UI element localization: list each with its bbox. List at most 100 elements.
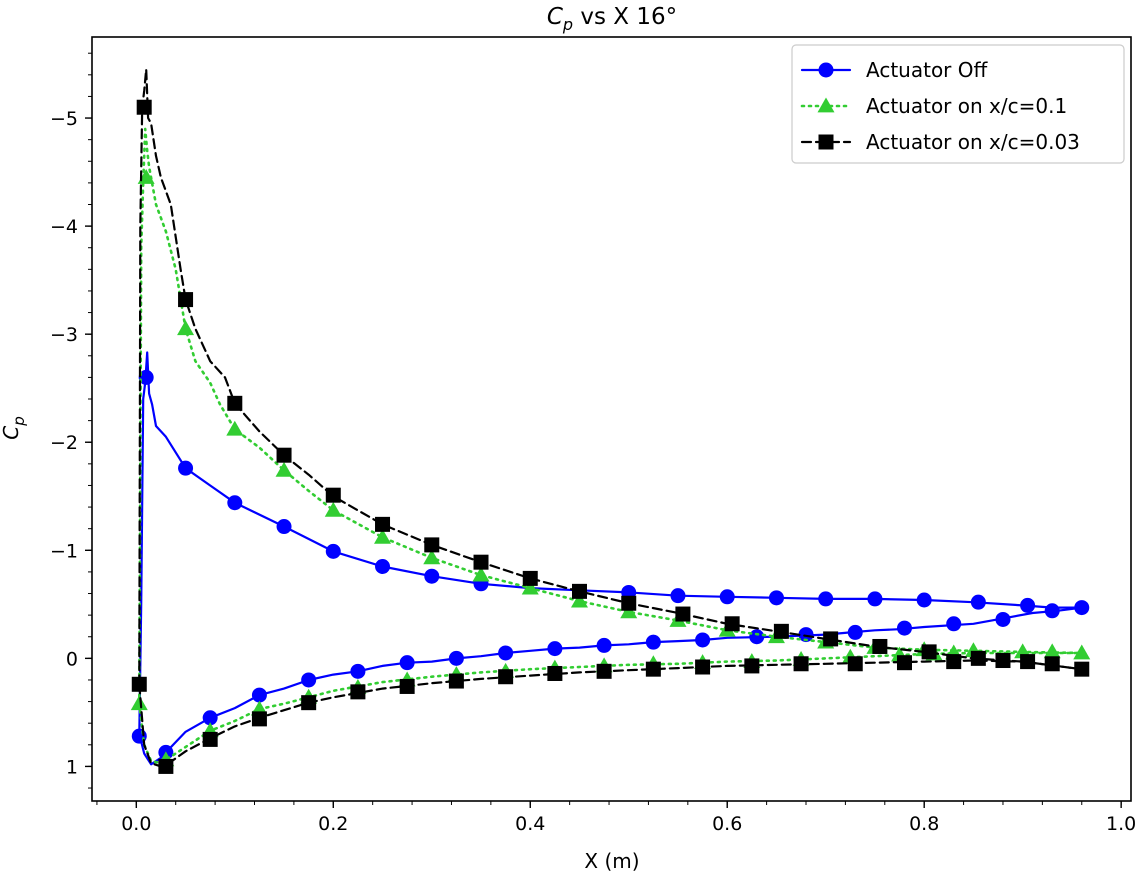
data-point [178,460,194,476]
data-point [227,495,243,511]
data-point [424,568,440,584]
data-point [749,629,765,645]
data-point [399,678,415,694]
data-point [498,669,514,685]
y-axis-label: Cp [0,416,28,440]
data-point [276,519,292,535]
data-point [847,656,863,672]
data-point [695,659,711,675]
data-point [130,695,148,711]
y-tick-label: −3 [50,324,78,346]
data-point [1073,644,1091,660]
series-line-upper [138,127,1084,705]
data-point [138,369,154,385]
data-point [301,672,317,688]
data-point [399,655,415,671]
data-point [350,684,366,700]
data-point [423,549,441,565]
data-point [645,634,661,650]
plot-frame [91,36,1132,802]
data-point [946,616,962,632]
data-point [521,579,539,595]
legend-label: Actuator on x/c=0.1 [866,94,1067,118]
data-point [547,641,563,657]
data-point [251,711,267,727]
data-point [620,603,638,619]
data-point [301,695,317,711]
data-point [131,676,147,692]
y-tick-label: 0 [66,648,78,670]
data-point [1044,656,1060,672]
data-point [1074,600,1090,616]
legend-marker [817,97,835,113]
data-point [158,758,174,774]
data-point [448,650,464,666]
data-point [773,623,789,639]
data-point [867,591,883,607]
data-point [374,528,392,544]
data-point [946,654,962,670]
data-point [596,663,612,679]
data-point [424,537,440,553]
data-point [275,461,293,477]
data-point [995,611,1011,627]
data-point [498,645,514,661]
data-point [202,731,218,747]
legend-marker [818,62,834,78]
series-3 [131,68,1090,774]
legend-label: Actuator on x/c=0.03 [866,130,1080,154]
data-point [227,395,243,411]
data-point [571,583,587,599]
data-point [847,624,863,640]
data-point [970,650,986,666]
legend: Actuator Off Actuator on x/c=0.1 Actuator … [791,44,1125,164]
data-point [675,606,691,622]
data-point [1043,643,1061,659]
data-point [325,543,341,559]
data-point [547,665,563,681]
series-line-upper [138,351,1083,736]
data-point [324,501,342,517]
data-point [1044,603,1060,619]
data-point [719,589,735,605]
data-point [136,99,152,115]
data-point [202,710,218,726]
x-tick-label: 1.0 [1106,813,1136,835]
series-1 [131,351,1090,766]
data-point [596,637,612,653]
x-tick-label: 0.8 [909,813,939,835]
y-tick-label: −2 [50,432,78,454]
data-point [645,661,661,677]
data-point [793,656,809,672]
data-point [798,627,814,643]
data-point [375,559,391,575]
data-point [896,620,912,636]
data-point [276,447,292,463]
data-point [1074,661,1090,677]
data-point [921,644,937,660]
legend-marker [818,134,834,150]
data-point [872,638,888,654]
data-point [896,655,912,671]
data-point [1020,654,1036,670]
data-point [473,554,489,570]
x-tick-label: 0.4 [515,813,545,835]
x-tick-label: 0.6 [712,813,742,835]
data-point [724,616,740,632]
data-point [916,592,932,608]
data-point [1020,597,1036,613]
y-tick-label: −1 [50,540,78,562]
legend-label: Actuator Off [866,58,989,82]
data-point [448,673,464,689]
data-point [970,594,986,610]
data-point [695,632,711,648]
y-tick-label: 1 [66,756,78,778]
x-axis-label: X (m) [584,849,639,873]
data-point [350,663,366,679]
y-tick-label: −4 [50,216,78,238]
data-point [472,566,490,582]
data-point [670,588,686,604]
chart-title: Cp vs X 16° [547,4,677,34]
data-point [823,631,839,647]
